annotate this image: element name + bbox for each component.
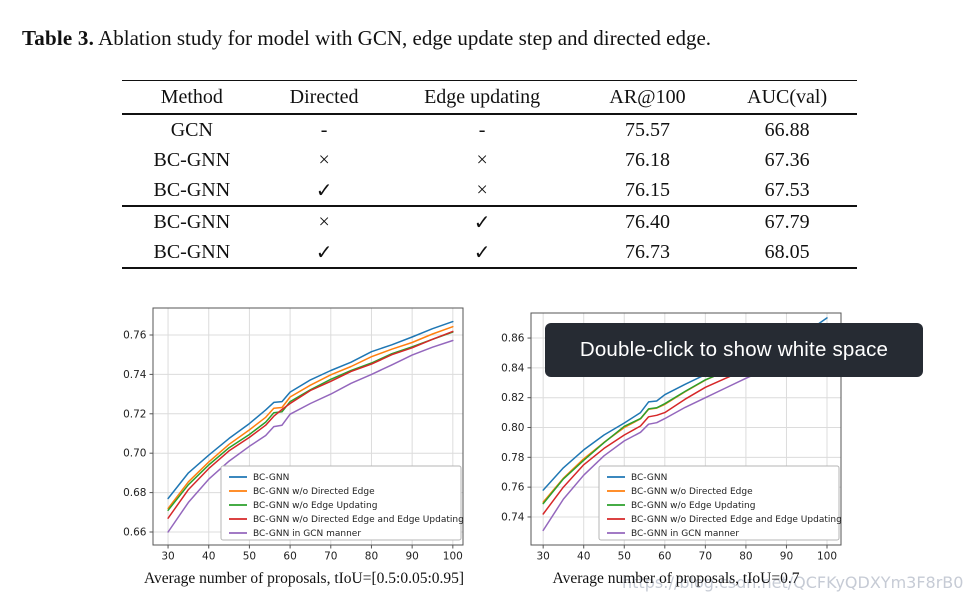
header-cell: Edge updating bbox=[386, 80, 578, 115]
table-cell: - bbox=[478, 118, 486, 141]
table-cell: ✓ bbox=[473, 241, 491, 264]
x-tick-label: 100 bbox=[817, 551, 837, 563]
table-cell: × bbox=[261, 205, 387, 237]
header-cell: AR@100 bbox=[577, 80, 718, 115]
legend-label: BC-GNN in GCN manner bbox=[253, 529, 361, 539]
table-cell: × bbox=[476, 178, 488, 201]
table-cell: 76.40 bbox=[577, 205, 718, 237]
y-tick-label: 0.86 bbox=[501, 333, 525, 345]
table-caption: Table 3. Ablation study for model with G… bbox=[22, 26, 968, 51]
table-cell: GCN bbox=[170, 118, 213, 141]
table-cell: ✓ bbox=[315, 241, 333, 264]
y-tick-label: 0.68 bbox=[123, 487, 146, 499]
watermark-text: https://blog.csdn.net/QCFKyQDXYm3F8rB0 bbox=[622, 573, 964, 592]
x-tick-label: 60 bbox=[283, 551, 296, 563]
header-cell: Directed bbox=[261, 80, 387, 115]
chart-caption-left: Average number of proposals, tIoU=[0.5:0… bbox=[143, 570, 465, 587]
ablation-table-body: GCN - -75.57 66.88 BC-GNN × × 76.18 67.36 BC-GNN ✓… bbox=[122, 114, 857, 268]
x-tick-label: 30 bbox=[536, 551, 549, 563]
header-cell: AUC(val) bbox=[717, 80, 857, 115]
table-caption-label: Table 3. bbox=[22, 26, 95, 50]
x-tick-label: 70 bbox=[324, 551, 337, 563]
chart-left-tiou-range: 30 40 50 60 70 80 90 100 0.66 0.68 0.70 0.72 0.74 0.7… bbox=[123, 307, 464, 563]
x-tick-label: 30 bbox=[161, 551, 174, 563]
table-cell: BC-GNN bbox=[122, 205, 262, 237]
plot-border bbox=[530, 312, 842, 546]
table-cell: 76.18 bbox=[624, 148, 670, 171]
y-tick-label: 0.66 bbox=[123, 526, 147, 538]
table-cell: × bbox=[476, 148, 488, 171]
x-tick-label: 40 bbox=[577, 551, 590, 563]
table-cell: 67.79 bbox=[717, 205, 857, 237]
table-cell: 67.36 bbox=[764, 148, 810, 171]
table-cell: - bbox=[320, 118, 328, 141]
chart-caption-right: Average number of proposals, tIoU=0.7 bbox=[552, 570, 800, 587]
table-cell: 75.57 bbox=[624, 118, 670, 141]
y-tick-label: 0.72 bbox=[123, 408, 146, 420]
series-line bbox=[167, 320, 454, 500]
x-tick-label: 50 bbox=[618, 551, 631, 563]
x-tick-label: 60 bbox=[658, 551, 671, 563]
legend-label: BC-GNN w/o Directed Edge bbox=[253, 487, 375, 497]
x-tick-label: 70 bbox=[699, 551, 712, 563]
table-cell: BC-GNN bbox=[153, 148, 231, 171]
y-tick-label: 0.78 bbox=[501, 452, 524, 464]
table-cell: × bbox=[318, 148, 330, 171]
table-header-row: Method Directed Edge updating AR@100 AUC(val… bbox=[122, 80, 857, 115]
legend-label: BC-GNN in GCN manner bbox=[631, 529, 739, 539]
legend-label: BC-GNN w/o Directed Edge bbox=[631, 487, 753, 497]
table-cell: 67.53 bbox=[764, 178, 810, 201]
series-line bbox=[167, 331, 454, 512]
x-tick-label: 50 bbox=[243, 551, 256, 563]
series-line bbox=[167, 330, 454, 519]
table-row: BC-GNN ✓ × 76.15 67.53 bbox=[122, 175, 857, 206]
y-tick-label: 0.76 bbox=[501, 482, 525, 494]
table-row: BC-GNN × ✓ 76.40 67.79 bbox=[122, 205, 857, 237]
header-cell: Method bbox=[122, 80, 262, 115]
series-line bbox=[167, 325, 454, 510]
table-cell: 76.73 bbox=[624, 240, 670, 263]
y-tick-label: 0.80 bbox=[501, 422, 524, 434]
y-tick-label: 0.84 bbox=[501, 362, 525, 374]
table-cell: 66.88 bbox=[764, 118, 810, 141]
table-cell: 76.15 bbox=[624, 178, 670, 201]
ablation-table: Method Directed Edge updating AR@100 AUC(val… bbox=[122, 80, 857, 269]
x-tick-label: 90 bbox=[780, 551, 793, 563]
table-cell: BC-GNN bbox=[153, 178, 231, 201]
table-row: BC-GNN ✓ ✓ 76.73 68.05 bbox=[122, 237, 857, 268]
x-tick-label: 80 bbox=[365, 551, 378, 563]
legend-label: BC-GNN w/o Edge Updating bbox=[631, 501, 755, 511]
table-cell: ✓ bbox=[386, 205, 578, 237]
y-tick-label: 0.74 bbox=[123, 369, 147, 381]
legend-label: BC-GNN w/o Directed Edge and Edge Updati… bbox=[631, 515, 842, 525]
legend-box bbox=[598, 465, 840, 541]
table-cell: 68.05 bbox=[764, 240, 810, 263]
whitespace-tooltip-text: Double-click to show white space bbox=[579, 338, 889, 361]
y-tick-label: 0.74 bbox=[501, 511, 525, 523]
legend-label: BC-GNN bbox=[253, 473, 289, 483]
whitespace-tooltip[interactable]: Double-click to show white space bbox=[545, 323, 923, 377]
y-tick-label: 0.76 bbox=[123, 329, 147, 341]
table-caption-text: Ablation study for model with GCN, edge … bbox=[94, 26, 712, 50]
table-row: BC-GNN × × 76.18 67.36 bbox=[122, 145, 857, 175]
legend-label: BC-GNN w/o Directed Edge and Edge Updati… bbox=[253, 515, 464, 525]
x-tick-label: 40 bbox=[202, 551, 215, 563]
legend-label: BC-GNN bbox=[631, 473, 667, 483]
x-tick-label: 90 bbox=[405, 551, 418, 563]
x-tick-label: 80 bbox=[739, 551, 752, 563]
y-tick-label: 0.70 bbox=[123, 448, 146, 460]
y-tick-label: 0.82 bbox=[501, 392, 524, 404]
x-tick-label: 100 bbox=[443, 551, 463, 563]
table-cell: BC-GNN bbox=[153, 240, 231, 263]
legend-box bbox=[220, 465, 462, 541]
table-row: GCN - - 75.57 66.88 bbox=[122, 114, 857, 145]
table-cell: ✓ bbox=[315, 179, 333, 202]
legend-label: BC-GNN w/o Edge Updating bbox=[253, 501, 377, 511]
plot-border bbox=[152, 307, 464, 546]
